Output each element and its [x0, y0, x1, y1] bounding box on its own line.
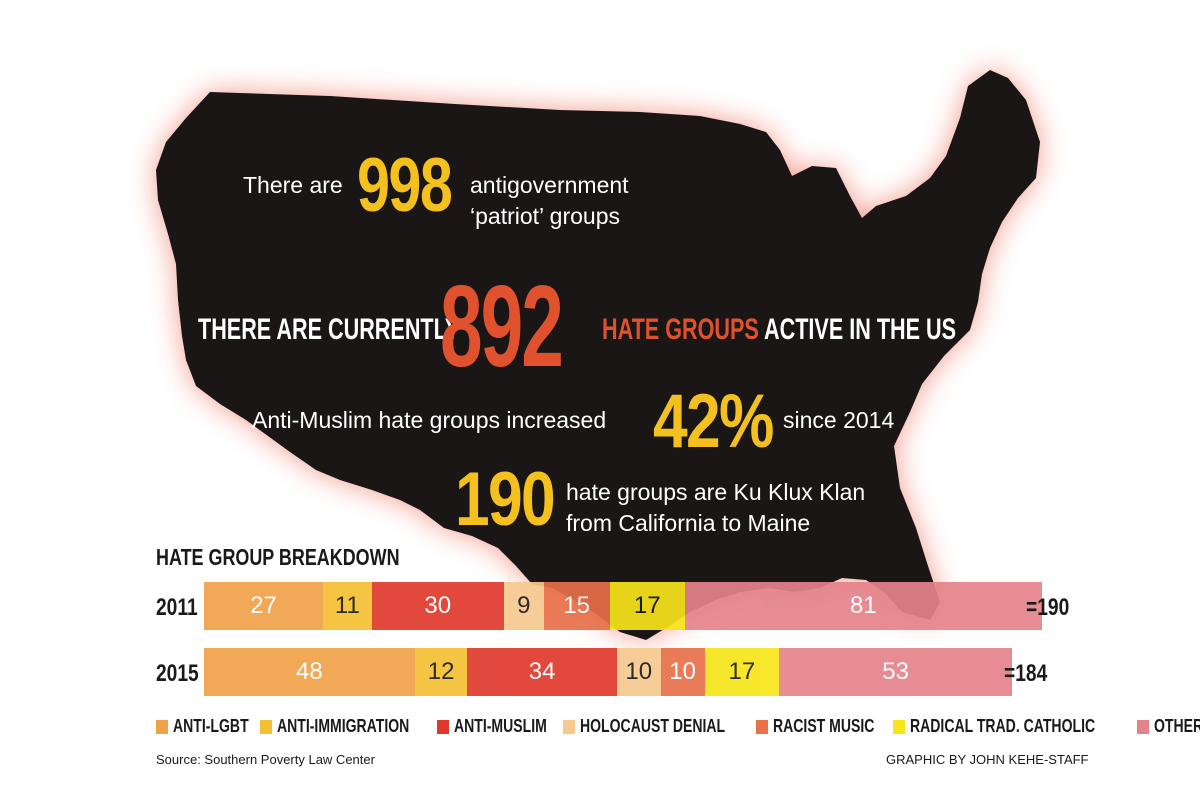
bar-segment-2011-anti-lgbt: 27 [204, 582, 324, 630]
legend-item-anti-lgbt: ANTI-LGBT [156, 716, 270, 737]
legend-label: ANTI-IMMIGRATION [276, 716, 410, 736]
total-label-2015: =184 [1004, 660, 1048, 687]
muslim-stat-number: 42% [653, 379, 774, 464]
hate-stat-suffix: HATE GROUPS ACTIVE IN THE US [602, 313, 956, 347]
bar-value-label: 48 [296, 658, 323, 685]
legend-swatch [436, 719, 449, 734]
legend-label: ANTI-MUSLIM [453, 716, 547, 736]
year-label-2015: 2015 [156, 660, 199, 687]
legend-item-anti-muslim: ANTI-MUSLIM [436, 716, 573, 737]
us-map-shape [156, 70, 1040, 640]
legend-swatch [892, 719, 905, 734]
bar-value-label: 10 [669, 658, 696, 685]
legend-swatch [562, 719, 575, 734]
bar-segment-2015-anti-immigration: 12 [414, 648, 468, 696]
hate-stat-suffix-rest: ACTIVE IN THE US [758, 313, 957, 346]
bar-segment-2011-other: 81 [684, 582, 1042, 630]
bar-value-label: 9 [517, 592, 531, 619]
hate-stat-number: 892 [440, 261, 564, 391]
legend-item-racist-music: RACIST MUSIC [755, 716, 903, 737]
bar-value-label: 17 [633, 592, 661, 619]
patriot-stat-suffix-line2: ‘patriot’ groups [470, 203, 621, 229]
bar-segment-2011-anti-muslim: 30 [371, 582, 504, 630]
legend-item-holocaust-denial: HOLOCAUST DENIAL [562, 716, 766, 737]
bar-segment-2015-racist-music: 10 [660, 648, 705, 696]
muslim-stat-suffix: since 2014 [783, 407, 895, 433]
bar-row-2015: 48 12 34 10 10 17 53 [204, 648, 1012, 696]
legend-item-anti-immigration: ANTI-IMMIGRATION [259, 716, 447, 737]
bar-row-2011: 27 11 30 9 15 17 81 [204, 582, 1042, 630]
bar-segment-2015-radical-trad-catholic: 17 [704, 648, 780, 696]
bar-segment-2015-anti-lgbt: 48 [204, 648, 415, 696]
bar-value-label: 12 [427, 658, 455, 685]
legend-label: ANTI-LGBT [173, 716, 249, 736]
bar-value-label: 11 [334, 592, 360, 619]
legend-swatch [259, 719, 272, 734]
legend-item-other: OTHER [1136, 716, 1200, 737]
total-label-2011: =190 [1026, 594, 1070, 621]
bar-value-label: 15 [563, 592, 591, 619]
hate-stat-highlight: HATE GROUPS [602, 313, 759, 346]
legend-swatch [1136, 719, 1149, 734]
graphic-credit: GRAPHIC BY JOHN KEHE-STAFF [886, 752, 1089, 767]
legend-item-radical-trad-catholic: RADICAL TRAD. CATHOLIC [892, 716, 1147, 737]
klan-stat-suffix-line2: from California to Maine [566, 510, 811, 536]
bar-value-label: 27 [250, 592, 277, 619]
patriot-stat-suffix-line1: antigovernment [470, 172, 629, 198]
source-note: Source: Southern Poverty Law Center [156, 752, 375, 767]
legend-label: OTHER [1153, 716, 1200, 736]
bar-segment-2015-other: 53 [779, 648, 1012, 696]
bar-value-label: 53 [882, 658, 909, 685]
chart-legend: ANTI-LGBT ANTI-IMMIGRATION ANTI-MUSLIM HOLO… [156, 716, 1200, 737]
klan-stat-suffix-line1: hate groups are Ku Klux Klan [566, 479, 866, 505]
hate-stat-prefix: THERE ARE CURRENTLY [198, 313, 460, 346]
bar-value-label: 10 [625, 658, 653, 685]
bar-segment-2015-anti-muslim: 34 [467, 648, 617, 696]
bar-value-label: 34 [528, 658, 556, 685]
legend-label: RADICAL TRAD. CATHOLIC [909, 716, 1095, 736]
legend-swatch [755, 719, 768, 734]
bar-segment-2011-racist-music: 15 [543, 582, 610, 630]
bar-segment-2011-anti-immigration: 11 [323, 582, 372, 630]
bar-value-label: 81 [849, 592, 877, 619]
bar-segment-2011-holocaust-denial: 9 [503, 582, 544, 630]
legend-label: HOLOCAUST DENIAL [579, 716, 725, 736]
legend-label: RACIST MUSIC [772, 716, 875, 736]
bar-value-label: 17 [728, 658, 756, 685]
bar-segment-2011-radical-trad-catholic: 17 [609, 582, 685, 630]
chart-title: HATE GROUP BREAKDOWN [156, 544, 400, 570]
bar-segment-2015-holocaust-denial: 10 [616, 648, 661, 696]
bar-value-label: 30 [424, 592, 452, 619]
year-label-2011: 2011 [156, 594, 198, 621]
patriot-stat-prefix: There are [243, 172, 343, 198]
muslim-stat-prefix: Anti-Muslim hate groups increased [252, 407, 607, 433]
patriot-stat-number: 998 [357, 143, 453, 228]
legend-swatch [156, 719, 168, 734]
klan-stat-number: 190 [455, 457, 556, 542]
